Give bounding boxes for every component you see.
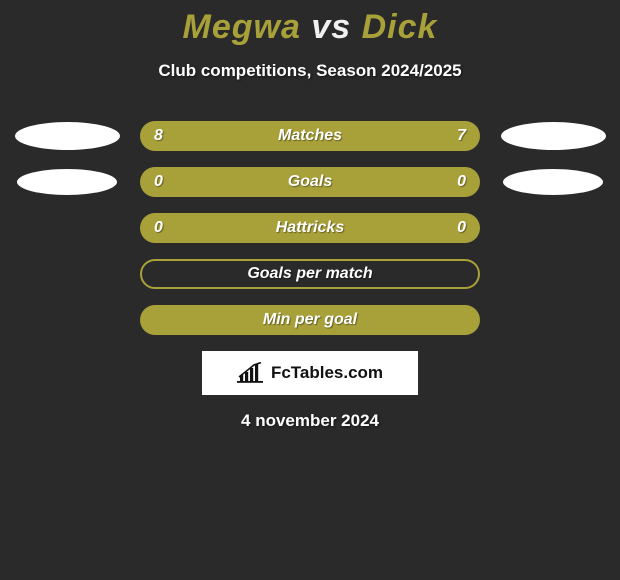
stat-label: Hattricks — [276, 219, 344, 237]
comparison-card: Megwa vs Dick Club competitions, Season … — [0, 0, 620, 431]
chart-icon — [237, 362, 265, 384]
right-bubble-slot — [498, 169, 608, 195]
subtitle: Club competitions, Season 2024/2025 — [0, 61, 620, 81]
left-bubble — [15, 122, 120, 150]
right-bubble-slot — [498, 122, 608, 150]
stat-rows: 8 Matches 7 0 Goals 0 0 Hattricks 0 Goals per mat… — [0, 121, 620, 335]
vs-text: vs — [311, 8, 351, 46]
left-bubble-slot — [12, 169, 122, 195]
stat-row: 0 Hattricks 0 — [0, 213, 620, 243]
attribution-badge: FcTables.com — [202, 351, 418, 395]
player2-name: Dick — [362, 8, 438, 46]
stat-label: Goals per match — [247, 265, 372, 283]
stat-row: Goals per match — [0, 259, 620, 289]
stat-bar: 0 Goals 0 — [140, 167, 480, 197]
stat-row: Min per goal — [0, 305, 620, 335]
stat-left-value: 0 — [154, 173, 163, 191]
stat-label: Min per goal — [263, 311, 357, 329]
stat-bar: Goals per match — [140, 259, 480, 289]
stat-right-value: 0 — [457, 173, 466, 191]
stat-label: Goals — [288, 173, 332, 191]
stat-bar: 0 Hattricks 0 — [140, 213, 480, 243]
page-title: Megwa vs Dick — [0, 8, 620, 47]
stat-row: 0 Goals 0 — [0, 167, 620, 197]
date-text: 4 november 2024 — [0, 411, 620, 431]
right-bubble — [503, 169, 603, 195]
stat-right-value: 0 — [457, 219, 466, 237]
stat-row: 8 Matches 7 — [0, 121, 620, 151]
stat-left-value: 0 — [154, 219, 163, 237]
stat-bar: 8 Matches 7 — [140, 121, 480, 151]
stat-left-value: 8 — [154, 127, 163, 145]
attribution-text: FcTables.com — [271, 363, 383, 383]
right-bubble — [501, 122, 606, 150]
stat-label: Matches — [278, 127, 342, 145]
player1-name: Megwa — [183, 8, 301, 46]
stat-bar: Min per goal — [140, 305, 480, 335]
left-bubble-slot — [12, 122, 122, 150]
left-bubble — [17, 169, 117, 195]
stat-right-value: 7 — [457, 127, 466, 145]
